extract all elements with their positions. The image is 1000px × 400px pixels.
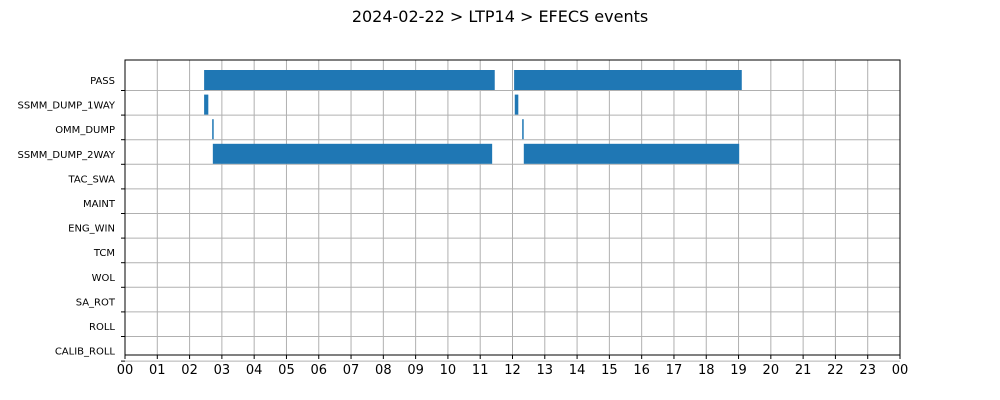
y-tick-label: WOL	[92, 273, 116, 284]
x-tick-label: 17	[666, 363, 683, 378]
x-tick-label: 11	[472, 363, 489, 378]
y-tick-label: SA_ROT	[76, 297, 116, 308]
event-bar	[523, 143, 740, 164]
x-tick-label: 09	[407, 363, 424, 378]
x-tick-label: 23	[859, 363, 876, 378]
bars	[204, 70, 742, 164]
event-bar	[514, 94, 519, 115]
x-tick-label: 12	[504, 363, 521, 378]
x-tick-label: 14	[569, 363, 586, 378]
y-tick-label: ROLL	[89, 322, 115, 333]
x-tick-label: 20	[763, 363, 780, 378]
event-bar	[522, 119, 524, 140]
x-tick-label: 15	[601, 363, 618, 378]
y-tick-label: TCM	[93, 248, 115, 259]
x-tick-label: 05	[278, 363, 295, 378]
y-tick-label: TAC_SWA	[67, 174, 115, 185]
x-tick-label: 01	[149, 363, 166, 378]
x-tick-label: 02	[181, 363, 198, 378]
x-tick-label: 22	[827, 363, 844, 378]
event-bar	[204, 94, 209, 115]
y-tick-label: SSMM_DUMP_1WAY	[17, 101, 115, 112]
y-tick-label: SSMM_DUMP_2WAY	[17, 150, 115, 161]
grid	[124, 60, 901, 362]
event-bar	[212, 143, 493, 164]
plot-frame	[124, 59, 901, 356]
x-tick-label: 00	[117, 363, 134, 378]
event-bar	[204, 70, 495, 90]
y-tick-label: ENG_WIN	[68, 224, 115, 235]
x-tick-label: 16	[633, 363, 650, 378]
x-tick-label: 10	[440, 363, 457, 378]
x-tick-label: 08	[375, 363, 392, 378]
x-tick-label: 07	[343, 363, 360, 378]
y-tick-label: MAINT	[83, 199, 116, 210]
event-bar	[212, 119, 214, 140]
x-axis: 00 01 02 03 04 05 06 07 08 09 10 11 12 13 14 15 16 17 18 19…	[117, 355, 909, 378]
x-tick-label: 03	[214, 363, 231, 378]
x-tick-label: 06	[310, 363, 327, 378]
x-tick-label: 00	[892, 363, 909, 378]
y-tick-label: OMM_DUMP	[55, 125, 115, 136]
x-tick-label: 04	[246, 363, 263, 378]
x-tick-label: 18	[698, 363, 715, 378]
x-tick-label: 21	[795, 363, 812, 378]
y-tick-label: CALIB_ROLL	[55, 347, 116, 358]
event-bar	[514, 70, 742, 90]
y-axis: PASS SSMM_DUMP_1WAY OMM_DUMP SSMM_DUMP_2WAY…	[17, 76, 125, 362]
y-tick-label: PASS	[90, 76, 115, 87]
x-tick-label: 13	[537, 363, 554, 378]
chart-title: 2024-02-22 > LTP14 > EFECS events	[352, 7, 648, 26]
x-tick-label: 19	[730, 363, 747, 378]
